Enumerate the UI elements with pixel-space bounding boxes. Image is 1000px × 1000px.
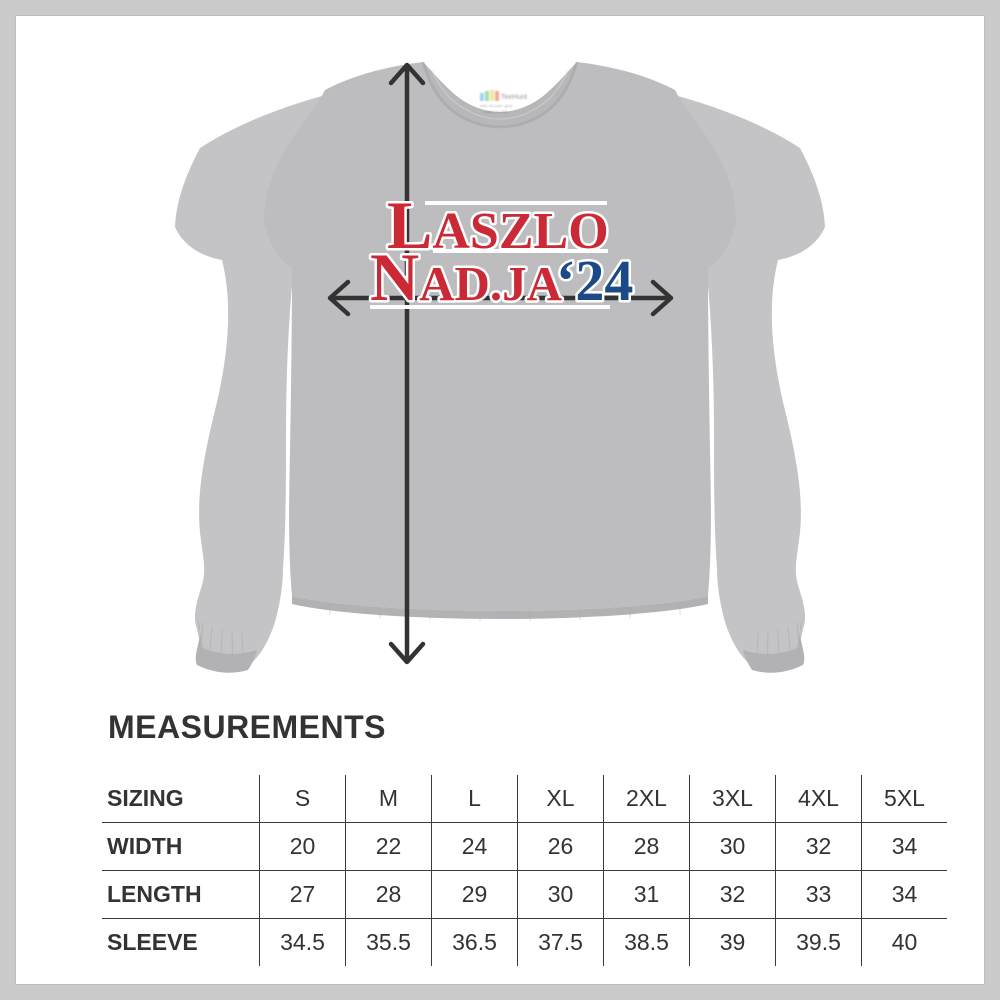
svg-text:TeeHunt: TeeHunt [501, 94, 527, 101]
svg-text:size: M color: grey: size: M color: grey [480, 103, 512, 108]
svg-text:‘24: ‘24 [556, 248, 633, 313]
svg-text:made in USA: made in USA [484, 109, 508, 114]
